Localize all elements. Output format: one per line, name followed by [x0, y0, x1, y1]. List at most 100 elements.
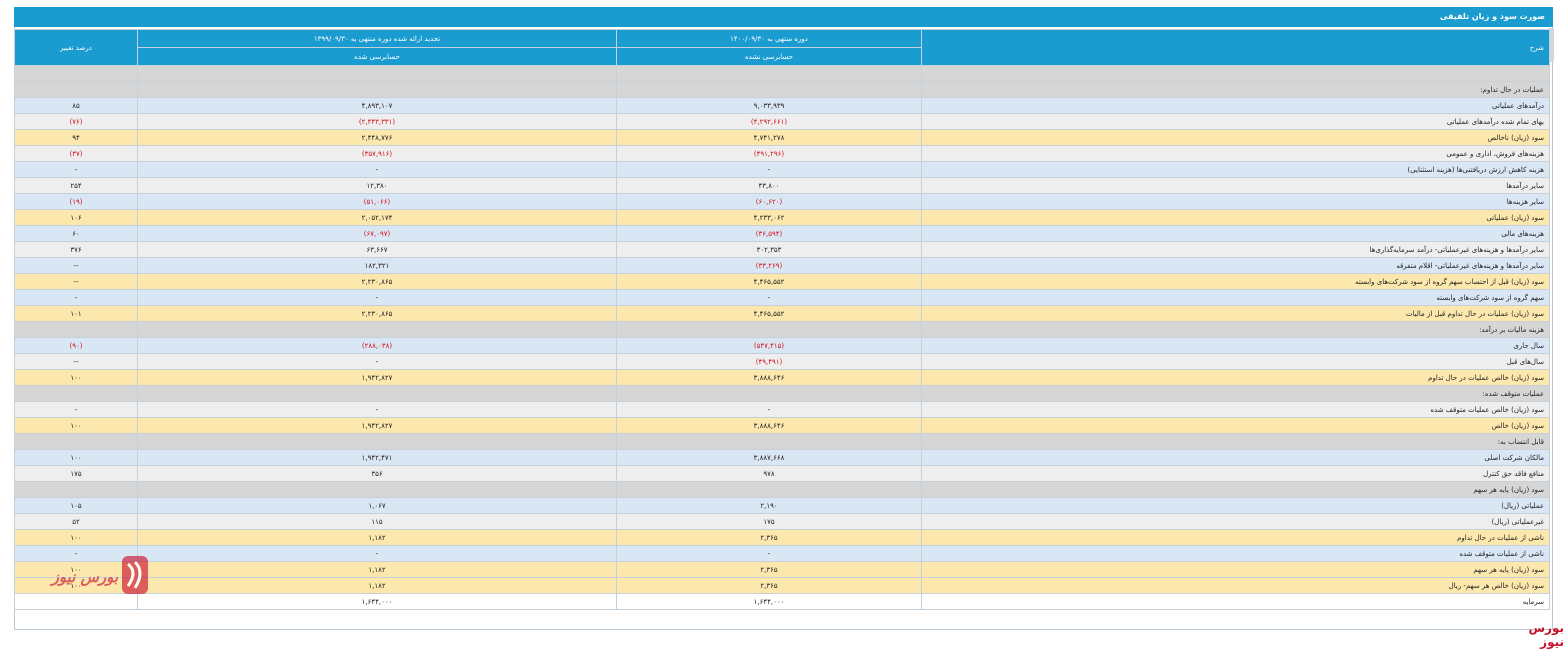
table-row: درآمدهای عملیاتی ۹,۰۳۳,۹۳۹ ۴,۸۹۳,۱۰۷ ۸۵	[14, 97, 1550, 114]
row-current-value	[616, 321, 922, 338]
report-title: صورت سود و زیان تلفیقی	[14, 7, 1553, 27]
row-change-percent	[14, 481, 138, 498]
row-change-percent: ۱۰۰	[14, 561, 138, 578]
row-current-value: ۳,۸۸۷,۶۶۸	[616, 449, 922, 466]
logo-stripe	[133, 560, 142, 589]
row-description: سود (زیان) خالص عملیات در حال تداوم	[921, 369, 1550, 386]
row-current-value: (۴۹۱,۲۹۶)	[616, 145, 922, 162]
table-row: سود (زیان) خالص ۳,۸۸۸,۶۴۶ ۱,۹۴۲,۸۲۷ ۱۰۰	[14, 417, 1550, 434]
table-row: سود (زیان) عملیاتی ۴,۲۳۳,۰۶۲ ۲,۰۵۲,۱۷۴ ۱۰۶	[14, 209, 1550, 226]
row-change-percent	[14, 433, 138, 450]
row-change-percent	[14, 593, 138, 610]
table-row: سود (زیان) قبل از احتساب سهم گروه از سود…	[14, 273, 1550, 290]
table-row: سود (زیان) خالص هر سهم- ریال ۲,۳۶۵ ۱,۱۸۲ ۱۰…	[14, 577, 1550, 594]
row-previous-value	[137, 385, 617, 402]
row-previous-value: -	[137, 161, 617, 178]
table-row: سهم گروه از سود شرکت‌های وابسته - - -	[14, 289, 1550, 306]
row-description: سرمایه	[921, 593, 1550, 610]
table-row: سایر هزینه‌ها (۶۰,۶۲۰) (۵۱,۰۶۶) (۱۹)	[14, 193, 1550, 210]
table-row: ناشی از عملیات در حال تداوم ۲,۳۶۵ ۱,۱۸۲ ۱۰۰	[14, 529, 1550, 546]
row-change-percent: ۸۵	[14, 97, 138, 114]
row-description: سود (زیان) ناخالص	[921, 129, 1550, 146]
section-row: سود (زیان) پایه هر سهم	[14, 481, 1550, 498]
row-change-percent: ۶۰	[14, 225, 138, 242]
row-change-percent: (۱۹)	[14, 193, 138, 210]
row-description: سود (زیان) پایه هر سهم	[921, 481, 1550, 498]
row-current-value: ۱,۶۴۴,۰۰۰	[616, 593, 922, 610]
row-description: هزینه مالیات بر درآمد:	[921, 321, 1550, 338]
row-previous-value: -	[137, 545, 617, 562]
row-change-percent	[14, 321, 138, 338]
row-previous-value: ۱,۹۴۲,۸۲۷	[137, 417, 617, 434]
row-current-value: -	[616, 545, 922, 562]
table-row: سرمایه ۱,۶۴۴,۰۰۰ ۱,۶۴۴,۰۰۰	[14, 593, 1550, 610]
row-change-percent: (۳۷)	[14, 145, 138, 162]
logo-mark	[122, 556, 148, 594]
row-previous-value	[137, 321, 617, 338]
row-description: درآمدهای عملیاتی	[921, 97, 1550, 114]
row-previous-value	[137, 65, 617, 82]
row-previous-value: ۱,۹۴۲,۴۷۱	[137, 449, 617, 466]
row-current-value	[616, 65, 922, 82]
table-row: سال جاری (۵۴۷,۴۱۵) (۲۸۸,۰۳۸) (۹۰)	[14, 337, 1550, 354]
row-previous-value: (۶۷,۰۹۷)	[137, 225, 617, 242]
header-previous-status: حسابرسی شده	[137, 47, 617, 66]
table-body: عملیات در حال تداوم: درآمدهای عملیاتی ۹,۰۳…	[14, 65, 1550, 610]
row-description: سود (زیان) عملیاتی	[921, 209, 1550, 226]
row-current-value: (۳۳,۲۶۹)	[616, 257, 922, 274]
row-previous-value: (۲,۴۴۳,۳۳۱)	[137, 113, 617, 130]
row-current-value: -	[616, 161, 922, 178]
row-previous-value: (۵۱,۰۶۶)	[137, 193, 617, 210]
row-description: منافع فاقد حق کنترل	[921, 465, 1550, 482]
table-row: سود (زیان) پایه هر سهم ۲,۳۶۵ ۱,۱۸۲ ۱۰۰	[14, 561, 1550, 578]
row-previous-value: -	[137, 401, 617, 418]
row-change-percent: ۱۰۰	[14, 417, 138, 434]
row-current-value: ۳۰۲,۳۵۳	[616, 241, 922, 258]
income-statement-table: شرح دوره منتهي به ۱۴۰۰/۰۹/۳۰ تجدید ارائه…	[14, 29, 1550, 610]
row-current-value: ۴,۲۳۳,۰۶۲	[616, 209, 922, 226]
row-previous-value: ۳۵۶	[137, 465, 617, 482]
section-row: قابل انتساب به:	[14, 433, 1550, 450]
row-description: هزینه‌های فروش، اداری و عمومی	[921, 145, 1550, 162]
table-row: غیرعملیاتی (ریال) ۱۷۵ ۱۱۵ ۵۲	[14, 513, 1550, 530]
row-current-value: -	[616, 289, 922, 306]
row-description: عملیات در حال تداوم:	[921, 81, 1550, 98]
row-current-value: ۴,۴۶۵,۵۵۲	[616, 305, 922, 322]
scrollbar[interactable]	[1549, 28, 1554, 62]
table-row: ناشی از عملیات متوقف شده - - -	[14, 545, 1550, 562]
row-description: سود (زیان) خالص	[921, 417, 1550, 434]
row-previous-value	[137, 81, 617, 98]
row-description	[921, 65, 1550, 82]
table-row: هزینه کاهش ارزش دریافتنی‌ها (هزینه استثن…	[14, 161, 1550, 178]
row-change-percent: ۲۵۴	[14, 177, 138, 194]
row-description: مالکان شرکت اصلی	[921, 449, 1550, 466]
row-previous-value: ۶۳,۶۶۷	[137, 241, 617, 258]
row-current-value: ۳,۸۸۸,۶۴۶	[616, 369, 922, 386]
row-previous-value	[137, 481, 617, 498]
row-current-value: (۶۰,۶۲۰)	[616, 193, 922, 210]
row-change-percent: -	[14, 289, 138, 306]
row-current-value: ۹۷۸	[616, 465, 922, 482]
row-previous-value: ۱۲,۳۸۰	[137, 177, 617, 194]
row-change-percent: -	[14, 401, 138, 418]
row-current-value: ۴۳,۸۰۰	[616, 177, 922, 194]
row-description: ناشی از عملیات متوقف شده	[921, 545, 1550, 562]
row-description: سایر درآمدها و هزینه‌های غیرعملیاتی- درآ…	[921, 241, 1550, 258]
row-current-value: ۴,۴۶۵,۵۵۲	[616, 273, 922, 290]
row-description: غیرعملیاتی (ریال)	[921, 513, 1550, 530]
row-change-percent: --	[14, 273, 138, 290]
row-previous-value: ۱,۱۸۲	[137, 529, 617, 546]
row-current-value: ۲,۳۶۵	[616, 577, 922, 594]
bourse-news-logo-watermark: بورس نیوز	[50, 556, 148, 594]
table-row: سود (زیان) ناخالص ۴,۷۴۱,۲۷۸ ۲,۴۴۸,۷۷۶ ۹۴	[14, 129, 1550, 146]
row-description: قابل انتساب به:	[921, 433, 1550, 450]
table-row: مالکان شرکت اصلی ۳,۸۸۷,۶۶۸ ۱,۹۴۲,۴۷۱ ۱۰۰	[14, 449, 1550, 466]
row-description: سود (زیان) پایه هر سهم	[921, 561, 1550, 578]
row-current-value: ۳,۸۸۸,۶۴۶	[616, 417, 922, 434]
row-current-value	[616, 481, 922, 498]
row-change-percent	[14, 385, 138, 402]
section-row: عملیات در حال تداوم:	[14, 81, 1550, 98]
row-previous-value: ۲,۲۳۰,۸۶۵	[137, 273, 617, 290]
row-description: عملیاتی (ریال)	[921, 497, 1550, 514]
row-current-value: (۳۶,۵۹۴)	[616, 225, 922, 242]
